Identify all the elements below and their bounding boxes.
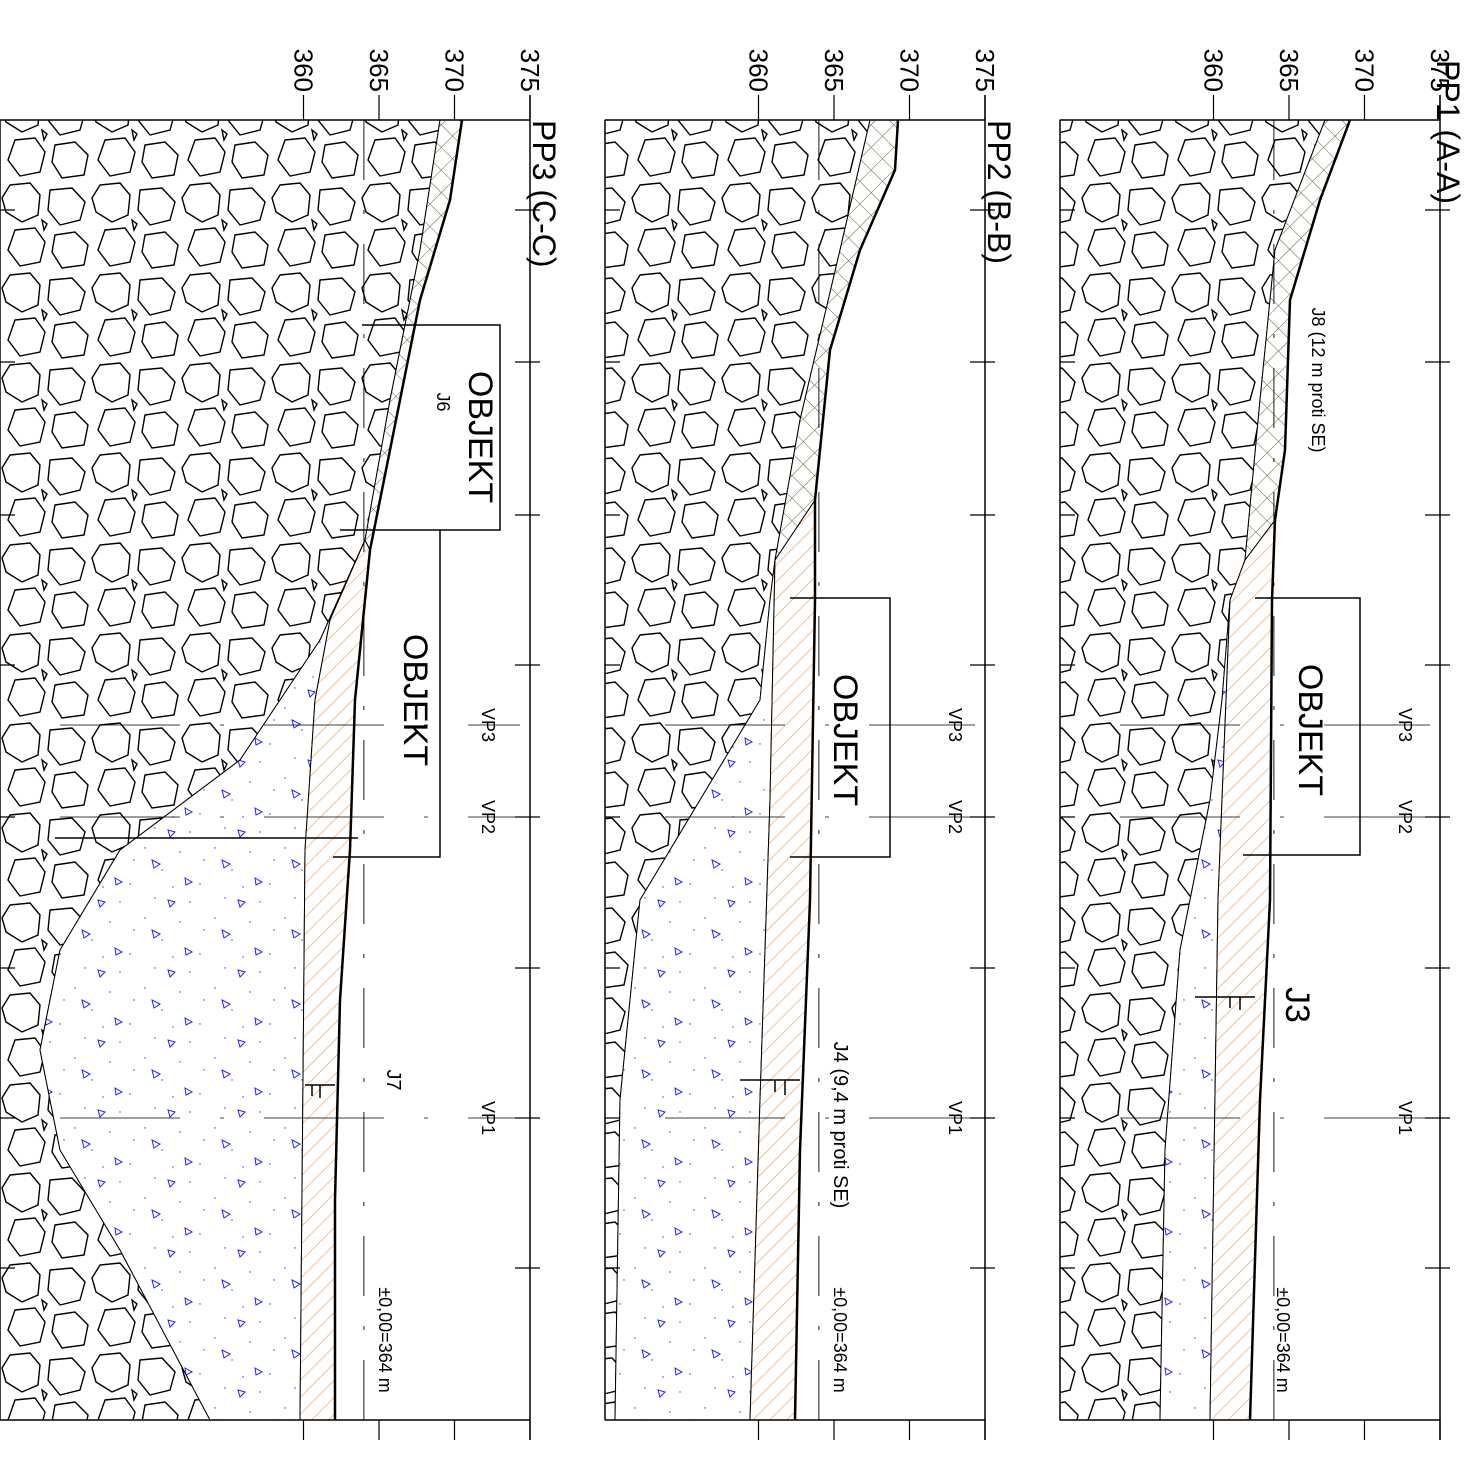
- section-title: PP3 (C-C): [526, 120, 562, 268]
- section-title: PP2 (B-B): [981, 120, 1017, 264]
- elevation-label: 370: [895, 49, 925, 92]
- label: J3: [1278, 987, 1316, 1023]
- label: VP1: [945, 1101, 965, 1135]
- label: VP3: [478, 708, 498, 742]
- panel: [605, 95, 995, 1440]
- label: ±0,00=364 m: [830, 1287, 850, 1392]
- label: VP1: [478, 1101, 498, 1135]
- label: VP1: [1395, 1101, 1415, 1135]
- label: J6: [433, 392, 453, 411]
- label: VP2: [945, 800, 965, 834]
- cross-sections: 375 370 365 360 PP1 (A-A) OBJEKT VP3 VP2 VP1 ±0,0…: [0, 0, 1466, 1464]
- label: OBJEKT: [461, 371, 499, 503]
- label: OBJEKT: [826, 674, 864, 806]
- elevation-label: 360: [289, 49, 319, 92]
- label: ±0,00=364 m: [1273, 1287, 1293, 1392]
- panel: [0, 95, 540, 1440]
- label: OBJEKT: [1291, 664, 1329, 796]
- label: J7: [382, 1069, 404, 1090]
- elevation-label: 365: [364, 49, 394, 92]
- elevation-label: 365: [1274, 49, 1304, 92]
- label: VP3: [945, 708, 965, 742]
- section-title: PP1 (A-A): [1430, 60, 1466, 204]
- label: ±0,00=364 m: [375, 1287, 395, 1392]
- elevation-label: 370: [440, 49, 470, 92]
- label: VP2: [1395, 800, 1415, 834]
- label: J4 (9,4 m proti SE): [829, 1042, 851, 1209]
- panel: [1060, 95, 1450, 1440]
- elevation-label: 370: [1350, 49, 1380, 92]
- label: OBJEKT: [396, 634, 434, 766]
- label: VP3: [1395, 708, 1415, 742]
- elevation-label: 360: [744, 49, 774, 92]
- elevation-label: 375: [515, 49, 545, 92]
- label: J8 (12 m proti SE): [1308, 307, 1328, 452]
- label: VP2: [478, 800, 498, 834]
- elevation-label: 365: [819, 49, 849, 92]
- elevation-label: 375: [970, 49, 1000, 92]
- elevation-label: 360: [1199, 49, 1229, 92]
